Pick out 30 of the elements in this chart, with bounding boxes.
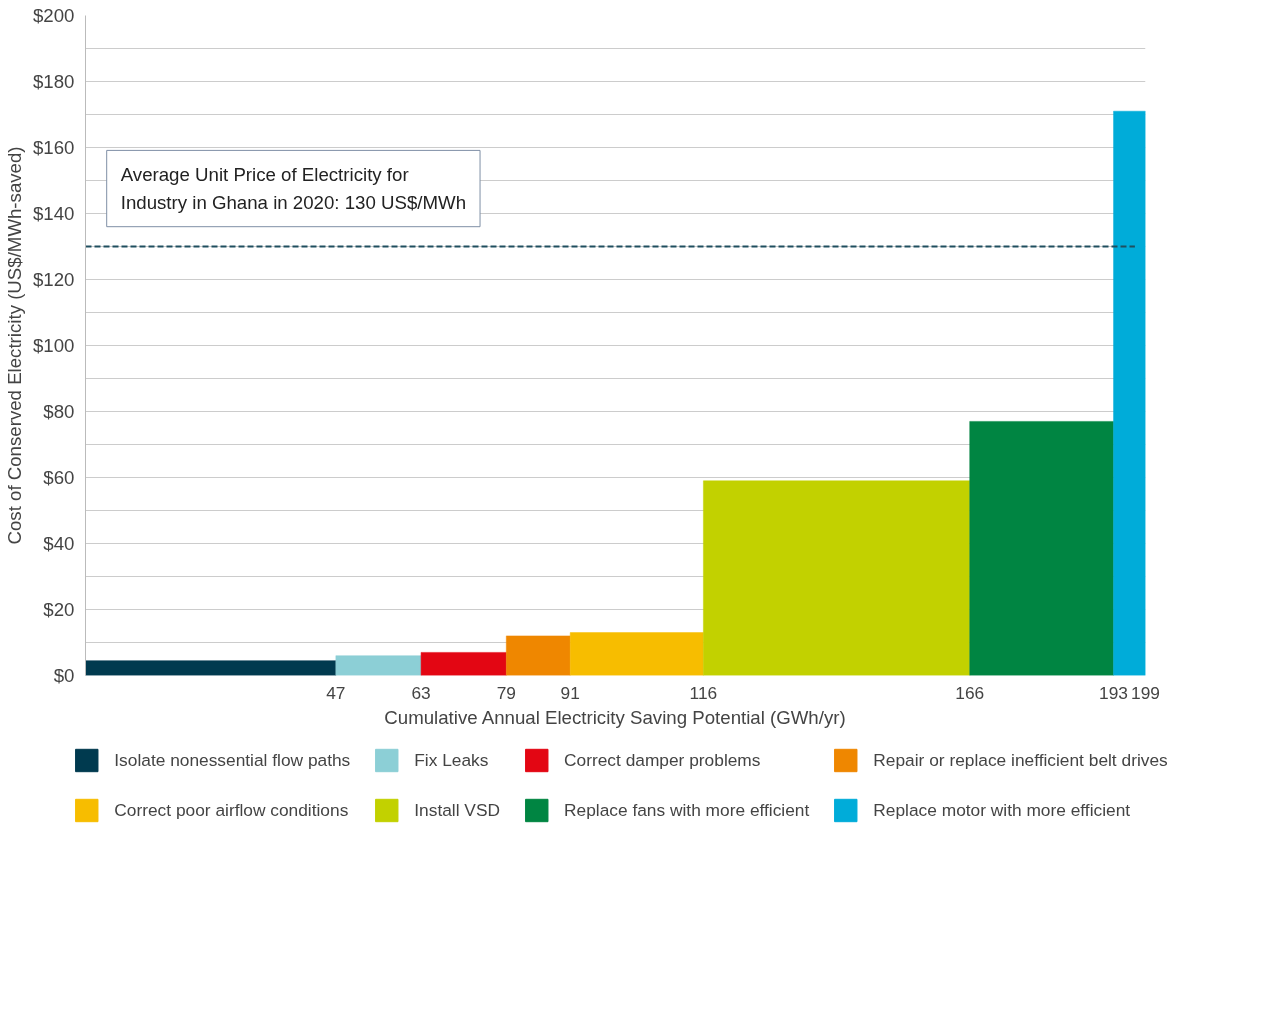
y-tick-label: $140 (33, 203, 75, 224)
legend-label: Install VSD (414, 799, 501, 821)
x-tick-label: 199 (1131, 682, 1160, 703)
legend-label: Fix Leaks (414, 749, 489, 771)
y-tick-label: $120 (33, 269, 75, 290)
x-tick-label: 79 (496, 682, 516, 703)
x-tick-label: 193 (1099, 682, 1129, 703)
x-tick-label: 47 (326, 682, 346, 703)
y-tick-label: $100 (33, 335, 75, 356)
x-tick-label: 63 (411, 682, 431, 703)
y-tick-label: $80 (43, 401, 75, 422)
y-tick-label: $0 (53, 665, 75, 686)
x-tick-label: 116 (689, 682, 718, 703)
y-tick-label: $40 (43, 533, 75, 554)
legend-label: Isolate nonessential flow paths (114, 749, 351, 771)
legend-label: Replace fans with more efficient (564, 799, 810, 821)
y-tick-label: $20 (43, 599, 75, 620)
y-tick-label: $200 (33, 5, 75, 26)
legend-label: Replace motor with more efficient (873, 799, 1131, 821)
x-tick-label: 91 (560, 682, 580, 703)
x-axis-title: Cumulative Annual Electricity Saving Potential (GWh/yr) (384, 706, 846, 728)
y-tick-label: $160 (33, 137, 75, 158)
legend-label: Correct damper problems (564, 749, 761, 771)
y-tick-label: $180 (33, 71, 75, 92)
y-tick-label: $60 (43, 467, 75, 488)
y-axis-title: Cost of Conserved Electricity (US$/MWh-saved) (4, 146, 25, 545)
legend-label: Repair or replace inefficient belt drives (873, 749, 1168, 771)
ref-line-label: Average Unit Price of Electricity for Industry in Ghana in 2020: 130 US$/MWh (120, 164, 467, 213)
x-tick-label: 166 (955, 682, 985, 703)
legend-label: Correct poor airflow conditions (114, 799, 349, 821)
